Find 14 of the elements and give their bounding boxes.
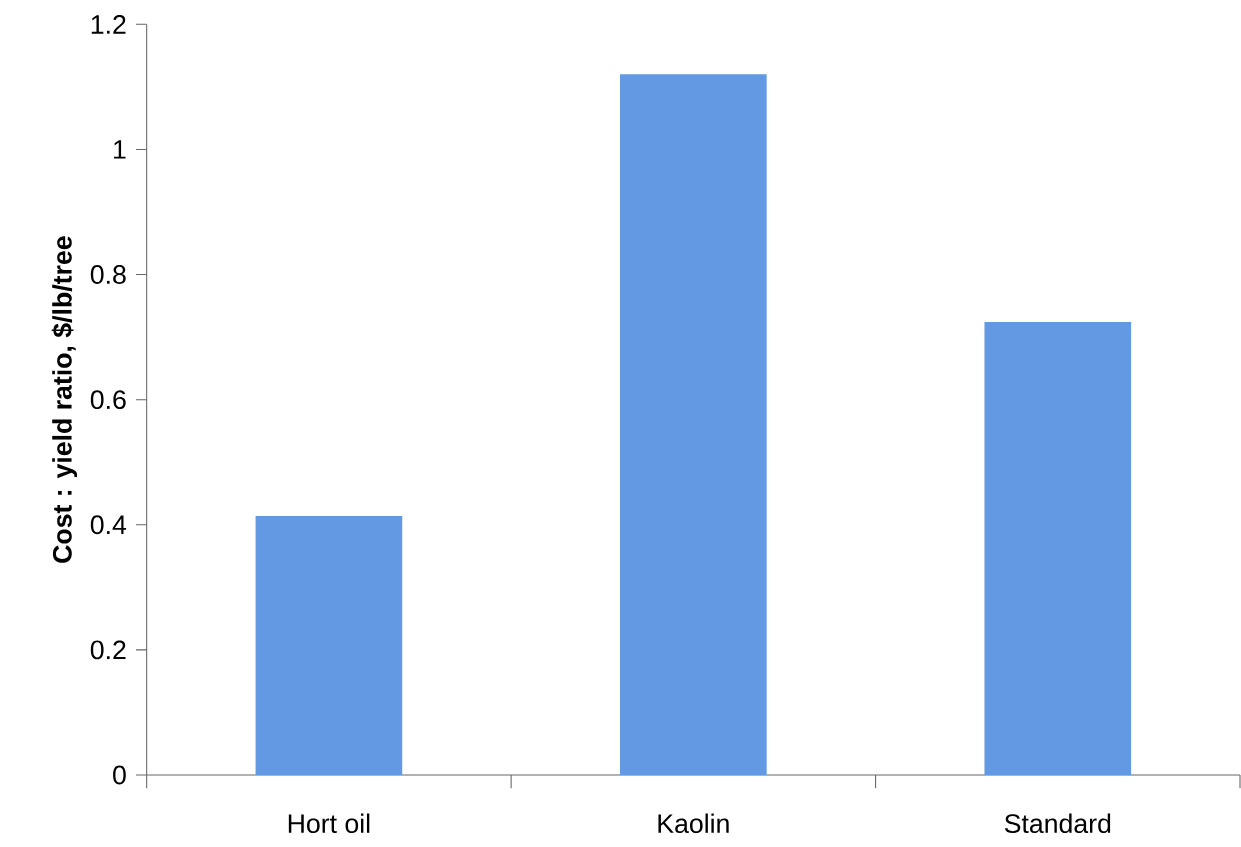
bar <box>620 74 767 775</box>
y-tick-label: 0.4 <box>90 515 127 535</box>
y-tick-label: 0 <box>113 765 126 785</box>
y-axis-title: Cost : yield ratio, $/lb/tree <box>51 236 78 563</box>
x-tick-label: Hort oil <box>288 813 370 834</box>
y-tick-label: 0.8 <box>90 265 126 284</box>
y-tick-label: 1 <box>114 140 126 159</box>
y-tick-label: 0.2 <box>90 640 126 660</box>
y-tick-label: 1.2 <box>91 15 126 34</box>
y-tick-label: 0.6 <box>90 390 126 410</box>
bar <box>984 322 1132 775</box>
x-tick-label: Kaolin <box>658 813 729 834</box>
bar <box>255 516 403 775</box>
x-tick-label: Standard <box>1004 813 1111 834</box>
